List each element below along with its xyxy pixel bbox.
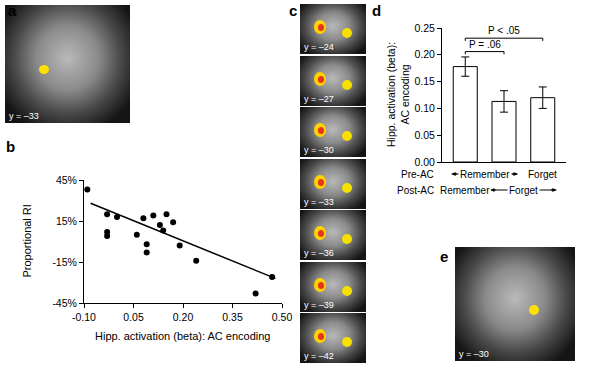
svg-text:0.25: 0.25: [414, 22, 435, 34]
svg-text:Hipp. activation (beta): AC en: Hipp. activation (beta): AC encoding: [95, 330, 271, 342]
svg-text:45%: 45%: [56, 174, 77, 186]
html-text:y = –42: y = –42: [304, 351, 334, 361]
html-text:y = –30: y = –30: [459, 349, 489, 359]
html-text:y = –39: y = –39: [304, 299, 334, 310]
svg-text:P < .05: P < .05: [488, 25, 520, 36]
html-text:y = –24: y = –24: [304, 42, 334, 52]
html-text:b: b: [6, 138, 16, 155]
svg-text:0.20: 0.20: [414, 48, 435, 60]
html-text:d: d: [372, 2, 382, 19]
html-text:y = –27: y = –27: [304, 93, 334, 104]
html-text:e: e: [440, 248, 449, 265]
html-text:y = –33: y = –33: [9, 111, 39, 121]
svg-text:Remember: Remember: [460, 169, 510, 180]
svg-text:Forget: Forget: [528, 169, 557, 180]
svg-text:0.50: 0.50: [272, 311, 293, 323]
svg-text:0.10: 0.10: [414, 102, 435, 114]
svg-text:Forget: Forget: [509, 185, 538, 196]
html-text:c: c: [289, 2, 298, 19]
svg-text:-15%: -15%: [52, 256, 77, 268]
html-text:a: a: [8, 2, 17, 19]
svg-text:Post-AC: Post-AC: [397, 185, 434, 196]
svg-text:Remember: Remember: [440, 185, 490, 196]
svg-text:-0.10: -0.10: [72, 311, 96, 323]
svg-text:-45%: -45%: [52, 297, 77, 309]
svg-text:0.05: 0.05: [414, 129, 435, 141]
html-text:y = –36: y = –36: [304, 248, 334, 258]
svg-text:0.05: 0.05: [123, 311, 144, 323]
svg-text:0.00: 0.00: [414, 156, 435, 168]
svg-text:15%: 15%: [56, 215, 77, 227]
svg-text:P = .06: P = .06: [469, 39, 501, 50]
html-text:y = –33: y = –33: [304, 196, 334, 207]
svg-text:0.20: 0.20: [173, 311, 194, 323]
svg-text:0.15: 0.15: [414, 75, 435, 87]
svg-text:0.35: 0.35: [222, 311, 243, 323]
svg-text:Pre-AC: Pre-AC: [401, 169, 434, 180]
html-text:y = –30: y = –30: [304, 145, 334, 155]
svg-text:Proportional RI: Proportional RI: [21, 204, 33, 277]
svg-text:Hipp. activation (beta):AC enc: Hipp. activation (beta):AC encoding: [385, 42, 411, 147]
